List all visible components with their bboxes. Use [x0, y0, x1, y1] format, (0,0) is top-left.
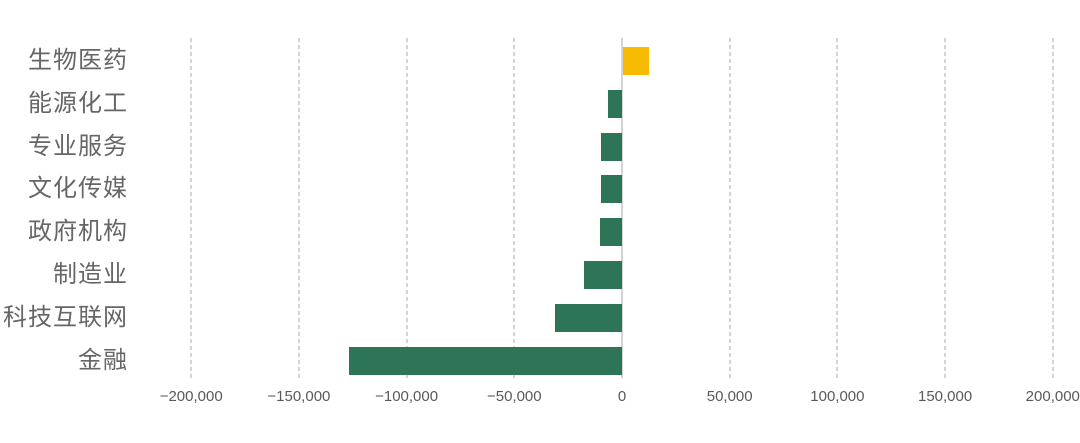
category-label: 政府机构 [28, 218, 128, 246]
category-label: 制造业 [53, 261, 128, 288]
category-label: 生物医药 [28, 47, 128, 74]
bar-0 [623, 47, 649, 75]
gridline [836, 38, 839, 378]
x-tick-label: 50,000 [706, 388, 753, 405]
bar-4 [599, 218, 622, 247]
x-tick-label: −150,000 [267, 388, 331, 405]
x-tick-label: 200,000 [1025, 388, 1080, 405]
bar-1 [608, 89, 622, 118]
zero-axis-line [621, 38, 623, 378]
bar-5 [584, 261, 622, 289]
gridline [1051, 38, 1054, 378]
x-tick-label: 0 [617, 388, 627, 405]
gridline [944, 38, 947, 378]
gridline [513, 38, 516, 378]
bar-2 [601, 132, 622, 161]
category-label: 专业服务 [28, 132, 128, 160]
x-tick-label: 100,000 [810, 388, 865, 405]
x-tick-label: 150,000 [917, 388, 973, 405]
x-tick-label: −50,000 [486, 388, 542, 405]
gridline [405, 38, 408, 378]
category-label: 能源化工 [28, 89, 128, 117]
bar-3 [601, 175, 622, 204]
gridline [728, 38, 731, 378]
bar-7 [348, 346, 622, 375]
gridline [297, 38, 300, 378]
category-label: 科技互联网 [3, 303, 128, 331]
category-label: 文化传媒 [28, 175, 128, 203]
x-tick-label: −100,000 [375, 388, 439, 405]
category-label: 金融 [78, 346, 128, 374]
x-tick-label: −200,000 [159, 388, 223, 405]
bar-6 [555, 303, 622, 332]
gridline [190, 38, 193, 378]
